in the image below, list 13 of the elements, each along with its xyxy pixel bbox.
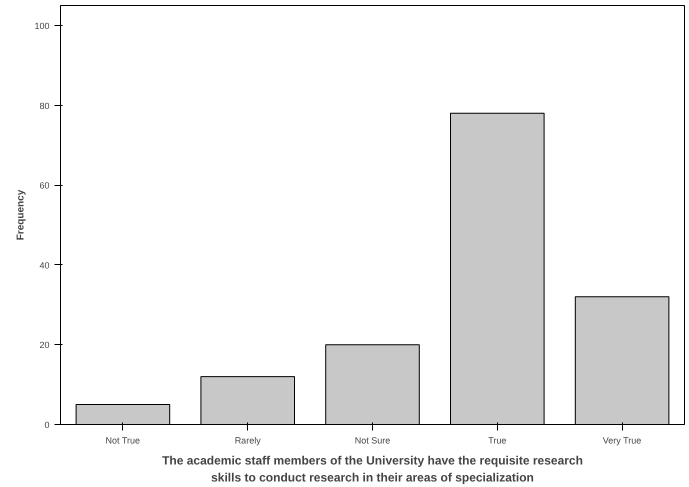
y-tick-label: 100	[34, 20, 50, 31]
y-tick-label: 20	[39, 340, 50, 350]
y-axis-title: Frequency	[15, 189, 26, 240]
y-tick-label: 60	[39, 180, 50, 191]
x-tick-label: Not True	[106, 436, 140, 446]
x-axis-title: The academic staff members of the University have the requisite research skills to conduct research in their areas of specialization	[162, 454, 583, 484]
x-tick-label: Rarely	[234, 436, 262, 446]
y-tick-label: 0	[44, 420, 50, 430]
x-tick-label: Not Sure	[354, 436, 390, 446]
y-tick-label: 80	[39, 100, 50, 111]
y-tick-label: 40	[39, 260, 50, 270]
x-tick-label: True	[488, 436, 506, 446]
x-tick-label: Very True	[602, 436, 642, 446]
